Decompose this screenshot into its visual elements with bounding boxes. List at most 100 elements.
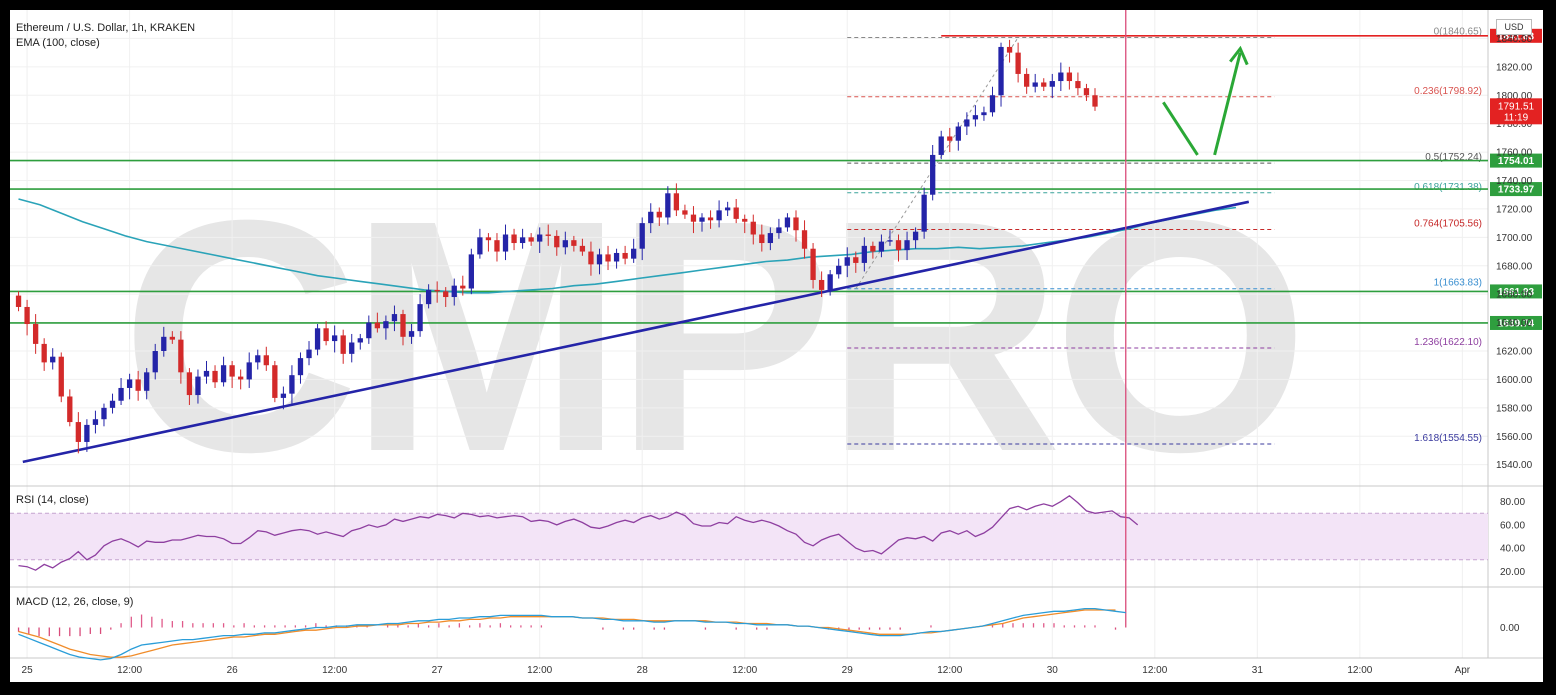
candle <box>690 214 697 222</box>
candle <box>349 342 355 354</box>
candle <box>955 126 961 141</box>
candle <box>1041 82 1047 87</box>
candle <box>297 358 304 376</box>
price-tick-label: 1580.00 <box>1496 403 1533 414</box>
price-tick-label: 1640.00 <box>1496 318 1533 329</box>
level-tag-label: 1754.01 <box>1498 156 1535 167</box>
candle <box>656 211 662 218</box>
level-tag <box>1490 284 1542 299</box>
rsi-tick-label: 80.00 <box>1500 497 1525 508</box>
candle <box>238 376 244 380</box>
price-tick-label: 1620.00 <box>1496 347 1533 358</box>
price-tick-label: 1540.00 <box>1496 460 1533 471</box>
candle <box>366 322 372 339</box>
candle <box>477 237 483 255</box>
time-tick-label: 26 <box>227 665 239 676</box>
candle <box>109 400 116 408</box>
level-tag-label: 1639.74 <box>1498 318 1535 329</box>
candle <box>460 285 466 289</box>
candle <box>588 251 594 265</box>
arrow-head <box>1229 45 1249 66</box>
candle <box>981 112 987 116</box>
candle <box>485 237 492 241</box>
candle <box>801 230 808 249</box>
price-tick-label: 1700.00 <box>1496 233 1533 244</box>
candle <box>383 321 389 329</box>
candle <box>827 274 833 290</box>
candle <box>32 324 39 344</box>
candle <box>699 217 705 222</box>
price-tick-label: 1720.00 <box>1496 204 1533 215</box>
candle <box>1015 52 1021 74</box>
candle <box>15 295 22 307</box>
time-tick-label: 30 <box>1047 665 1059 676</box>
time-tick-label: 31 <box>1252 665 1264 676</box>
fib-level-label: 0.764(1705.56) <box>1414 218 1482 229</box>
price-tick-label: 1680.00 <box>1496 261 1533 272</box>
candle <box>921 194 927 232</box>
macd-line <box>18 607 1126 661</box>
candle <box>126 379 133 388</box>
candle <box>912 231 919 241</box>
candle <box>408 331 415 337</box>
rsi-tick-label: 20.00 <box>1500 567 1525 578</box>
price-tick-label: 1840.00 <box>1496 34 1533 45</box>
rsi-tick-label: 40.00 <box>1500 544 1525 555</box>
candle <box>246 362 252 380</box>
fib-level-label: 1.618(1554.55) <box>1414 433 1482 444</box>
candle <box>904 240 910 251</box>
candle <box>220 365 227 383</box>
time-tick-label: 12:00 <box>527 665 552 676</box>
fib-level-label: 0.618(1731.38) <box>1414 182 1482 193</box>
candle <box>665 193 671 218</box>
candle <box>400 314 406 337</box>
rsi-legend: RSI (14, close) <box>16 494 89 506</box>
fib-level-label: 0(1840.65) <box>1434 26 1482 37</box>
candle <box>887 240 893 242</box>
candle <box>673 193 680 211</box>
candle <box>1075 81 1081 89</box>
candle <box>1066 72 1073 82</box>
time-tick-label: 29 <box>842 665 854 676</box>
candle <box>648 211 654 224</box>
candle <box>75 422 81 442</box>
arrow-down-leg <box>1162 101 1199 156</box>
candle <box>169 336 175 340</box>
candle <box>1058 72 1064 82</box>
candle <box>1024 73 1030 87</box>
candle <box>947 136 953 141</box>
time-tick-label: 12:00 <box>322 665 347 676</box>
candle <box>67 396 73 423</box>
candle <box>579 245 586 252</box>
candle <box>212 370 218 383</box>
chart-canvas[interactable]: CMPRO0(1840.65)0.236(1798.92)0.5(1752.24… <box>10 10 1543 682</box>
candle <box>810 248 816 280</box>
candle <box>793 217 799 231</box>
fib-level-label: 0.5(1752.24) <box>1425 152 1482 163</box>
time-tick-label: 25 <box>22 665 34 676</box>
candle <box>323 328 329 342</box>
time-tick-label: 12:00 <box>937 665 962 676</box>
candle <box>92 419 99 425</box>
candle <box>613 252 620 262</box>
candle <box>724 207 731 211</box>
candle <box>622 252 628 259</box>
candle <box>340 335 346 354</box>
ema-legend: EMA (100, close) <box>16 37 100 49</box>
candle <box>853 257 859 263</box>
candle <box>818 279 825 290</box>
candle <box>707 217 714 221</box>
level-tag-label: 1661.93 <box>1498 287 1535 298</box>
candle <box>1049 81 1055 87</box>
candle <box>895 240 902 251</box>
currency-label[interactable]: USD <box>1496 19 1532 35</box>
candle <box>443 291 449 298</box>
price-tick-label: 1660.00 <box>1496 290 1533 301</box>
candle <box>41 343 47 363</box>
time-tick-label: 12:00 <box>732 665 757 676</box>
current-price-label: 1791.51 <box>1498 101 1535 112</box>
candle <box>161 336 167 352</box>
candle <box>468 254 474 289</box>
candle <box>434 289 440 292</box>
candle <box>878 241 885 252</box>
